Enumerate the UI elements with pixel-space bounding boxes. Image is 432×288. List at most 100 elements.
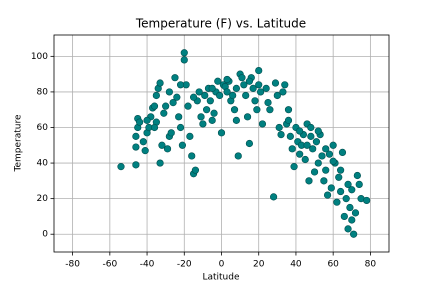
point <box>337 166 345 174</box>
point <box>256 88 265 96</box>
point <box>262 84 270 92</box>
point <box>208 84 216 92</box>
point <box>180 49 188 57</box>
point <box>281 81 289 89</box>
y-tick-label: 60 <box>37 123 49 133</box>
point <box>160 109 168 117</box>
point <box>234 152 242 160</box>
point <box>284 116 293 124</box>
point <box>180 56 188 64</box>
point <box>255 66 263 75</box>
x-tick-label: 60 <box>327 260 339 270</box>
point <box>307 123 315 132</box>
point <box>296 150 304 158</box>
x-tick-label: -60 <box>102 260 117 270</box>
point <box>141 147 149 155</box>
point <box>243 113 252 121</box>
point <box>266 106 274 114</box>
point <box>350 230 358 238</box>
point <box>223 88 231 96</box>
point <box>351 209 360 217</box>
point <box>163 145 172 153</box>
point <box>189 93 198 101</box>
x-tick-label: 20 <box>253 260 265 270</box>
point <box>323 191 332 199</box>
y-tick-label: 100 <box>31 52 48 62</box>
point <box>132 132 140 140</box>
point <box>245 139 254 148</box>
point <box>150 123 159 132</box>
point <box>156 159 164 167</box>
point <box>117 163 125 171</box>
point <box>139 138 147 146</box>
point <box>245 77 254 85</box>
point <box>338 148 347 156</box>
point <box>340 212 348 221</box>
point <box>322 145 330 153</box>
point <box>184 102 192 110</box>
y-tick-label: 0 <box>42 230 48 240</box>
point <box>167 129 175 137</box>
point <box>173 93 181 101</box>
point <box>327 184 335 192</box>
point <box>232 116 240 124</box>
y-tick-label: 20 <box>37 194 49 204</box>
point <box>238 74 246 82</box>
point <box>197 113 205 121</box>
point <box>178 141 187 149</box>
point <box>199 120 207 128</box>
point <box>201 91 209 100</box>
point <box>210 109 218 117</box>
point <box>230 106 239 114</box>
point <box>176 123 185 132</box>
point <box>240 81 248 89</box>
point <box>206 97 214 105</box>
point <box>270 193 278 201</box>
point <box>310 168 319 176</box>
point <box>335 173 343 181</box>
point <box>232 84 240 92</box>
point <box>165 88 173 96</box>
y-axis-label: Temperature <box>14 114 24 172</box>
point <box>318 152 326 160</box>
point <box>162 102 170 110</box>
point <box>344 225 352 233</box>
plot-frame <box>53 34 390 253</box>
point <box>251 97 259 105</box>
point <box>290 163 298 171</box>
point <box>208 116 216 124</box>
point <box>363 196 371 205</box>
x-tick-label: -40 <box>140 260 155 270</box>
point <box>223 75 231 84</box>
point <box>329 157 337 165</box>
point <box>322 166 330 174</box>
point <box>301 155 309 164</box>
point <box>279 88 287 96</box>
point <box>277 131 285 139</box>
point <box>342 195 350 203</box>
point <box>329 141 337 149</box>
point <box>325 150 334 158</box>
point <box>307 132 315 140</box>
x-tick-label: -20 <box>177 260 192 270</box>
point <box>176 81 185 89</box>
point <box>353 171 361 180</box>
x-tick-label: 0 <box>219 260 225 270</box>
point <box>296 127 304 135</box>
point <box>320 177 328 185</box>
point <box>264 98 272 107</box>
point <box>216 91 224 100</box>
point <box>344 180 352 189</box>
x-tick-label: -80 <box>65 260 80 270</box>
point <box>312 138 321 146</box>
x-axis-label: Latitude <box>202 273 240 283</box>
point <box>132 161 140 169</box>
point <box>271 79 280 87</box>
point <box>156 79 164 87</box>
point <box>203 106 211 114</box>
point <box>171 74 179 82</box>
point <box>284 106 293 114</box>
point <box>255 81 263 89</box>
y-tick-label: 80 <box>37 87 49 97</box>
